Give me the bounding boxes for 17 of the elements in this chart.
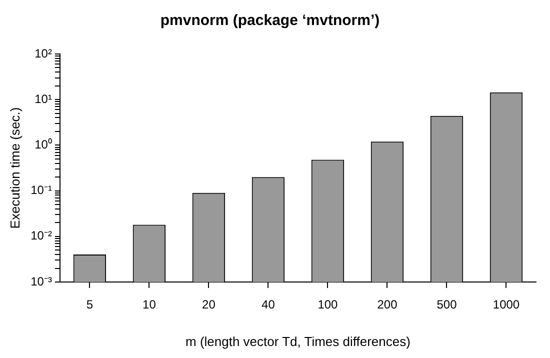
x-tick-label: 5 (86, 298, 94, 312)
y-tick-label: 10⁻² (30, 228, 52, 243)
y-tick-label: 10⁻¹ (30, 183, 52, 198)
y-axis-title: Execution time (sec.) (7, 107, 22, 229)
x-axis-title: m (length vector Td, Times differences) (185, 334, 410, 349)
y-tick-label: 10¹ (34, 92, 52, 106)
x-tick-label: 10 (142, 298, 156, 312)
x-tick-label: 100 (318, 298, 338, 312)
x-tick-label: 1000 (492, 298, 520, 312)
x-tick-label: 200 (377, 298, 398, 312)
y-tick-label: 10⁻³ (30, 274, 52, 288)
x-tick-label: 20 (202, 298, 216, 312)
x-tick-label: 500 (436, 298, 458, 312)
chart-title: pmvnorm (package ‘mvtnorm’) (160, 12, 380, 30)
x-tick-label: 40 (262, 298, 276, 312)
y-tick-label: 10⁰ (34, 138, 52, 152)
y-tick-label: 10² (34, 46, 52, 60)
